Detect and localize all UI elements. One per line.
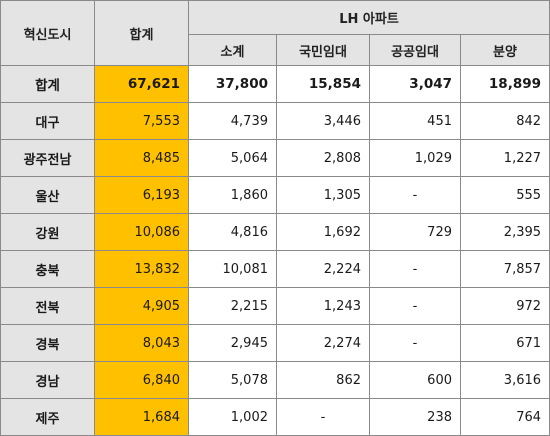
national-rental-cell: 2,224: [276, 250, 370, 288]
region-cell: 경북: [0, 324, 95, 362]
sale-cell: 972: [459, 287, 550, 325]
sale-cell: 555: [459, 176, 550, 214]
public-rental-cell: 1,029: [369, 139, 461, 177]
public-rental-cell: 729: [369, 213, 461, 251]
subtotal-cell: 2,945: [188, 324, 277, 362]
summary-national-rental: 15,854: [276, 65, 370, 103]
public-rental-cell: -: [369, 250, 461, 288]
region-column-header: 혁신도시: [0, 0, 95, 66]
region-cell: 경남: [0, 361, 95, 399]
sale-cell: 3,616: [459, 361, 550, 399]
header-row-top: 혁신도시 합계 LH 아파트: [0, 0, 550, 66]
total-cell: 1,684: [94, 398, 189, 436]
table-row: 전북 4,905 2,215 1,243-972: [0, 287, 550, 325]
subtotal-cell: 4,816: [188, 213, 277, 251]
subtotal-cell: 5,078: [188, 361, 277, 399]
total-cell: 13,832: [94, 250, 189, 288]
national-rental-cell: 2,274: [276, 324, 370, 362]
table-row: 강원 10,086 4,816 1,692 729 2,395: [0, 213, 550, 251]
total-cell: 7,553: [94, 102, 189, 140]
table-row: 제주 1,684 1,002-238 764: [0, 398, 550, 436]
summary-total: 67,621: [94, 65, 189, 103]
region-cell: 제주: [0, 398, 95, 436]
summary-label: 합계: [0, 65, 95, 103]
sale-cell: 7,857: [459, 250, 550, 288]
sale-cell: 671: [459, 324, 550, 362]
subtotal-cell: 4,739: [188, 102, 277, 140]
table-row: 대구 7,553 4,739 3,446 451 842: [0, 102, 550, 140]
subtotal-cell: 1,002: [188, 398, 277, 436]
total-cell: 10,086: [94, 213, 189, 251]
national-rental-cell: 1,692: [276, 213, 370, 251]
total-cell: 8,043: [94, 324, 189, 362]
total-cell: 8,485: [94, 139, 189, 177]
summary-sale: 18,899: [459, 65, 550, 103]
subtotal-column-header: 소계: [188, 34, 277, 66]
national-rental-cell: 862: [276, 361, 370, 399]
sale-cell: 2,395: [459, 213, 550, 251]
public-rental-cell: 451: [369, 102, 461, 140]
table-row: 울산 6,193 1,860 1,305-555: [0, 176, 550, 214]
public-rental-cell: -: [369, 176, 461, 214]
table-row: 경남 6,840 5,078 862 600 3,616: [0, 361, 550, 399]
subtotal-cell: 2,215: [188, 287, 277, 325]
public-rental-cell: -: [369, 287, 461, 325]
total-cell: 6,193: [94, 176, 189, 214]
public-rental-cell: -: [369, 324, 461, 362]
region-cell: 전북: [0, 287, 95, 325]
national-rental-cell: 3,446: [276, 102, 370, 140]
national-rental-cell: 1,305: [276, 176, 370, 214]
summary-subtotal: 37,800: [188, 65, 277, 103]
region-cell: 충북: [0, 250, 95, 288]
sale-cell: 764: [459, 398, 550, 436]
region-cell: 강원: [0, 213, 95, 251]
national-rental-cell: 2,808: [276, 139, 370, 177]
header-row-sub: 소계 국민임대 공공임대 분양: [1, 34, 550, 66]
national-rental-cell: -: [276, 398, 370, 436]
lh-apartment-group-header: LH 아파트: [187, 0, 550, 35]
total-cell: 4,905: [94, 287, 189, 325]
subtotal-cell: 5,064: [188, 139, 277, 177]
summary-public-rental: 3,047: [369, 65, 461, 103]
region-cell: 광주전남: [0, 139, 95, 177]
total-cell: 6,840: [94, 361, 189, 399]
table-row: 충북 13,832 10,081 2,224-7,857: [0, 250, 550, 288]
region-cell: 울산: [0, 176, 95, 214]
sale-cell: 1,227: [459, 139, 550, 177]
table-row: 광주전남 8,485 5,064 2,808 1,029 1,227: [0, 139, 550, 177]
sale-column-header: 분양: [459, 34, 550, 66]
subtotal-cell: 1,860: [188, 176, 277, 214]
summary-row: 합계 67,621 37,800 15,854 3,047 18,899: [0, 65, 550, 103]
region-cell: 대구: [0, 102, 95, 140]
public-rental-column-header: 공공임대: [369, 34, 461, 66]
public-rental-cell: 238: [369, 398, 461, 436]
sale-cell: 842: [459, 102, 550, 140]
public-rental-cell: 600: [369, 361, 461, 399]
table-row: 경북 8,043 2,945 2,274-671: [0, 324, 550, 362]
national-rental-column-header: 국민임대: [276, 34, 370, 66]
total-column-header: 합계: [94, 0, 189, 66]
subtotal-cell: 10,081: [188, 250, 277, 288]
national-rental-cell: 1,243: [276, 287, 370, 325]
